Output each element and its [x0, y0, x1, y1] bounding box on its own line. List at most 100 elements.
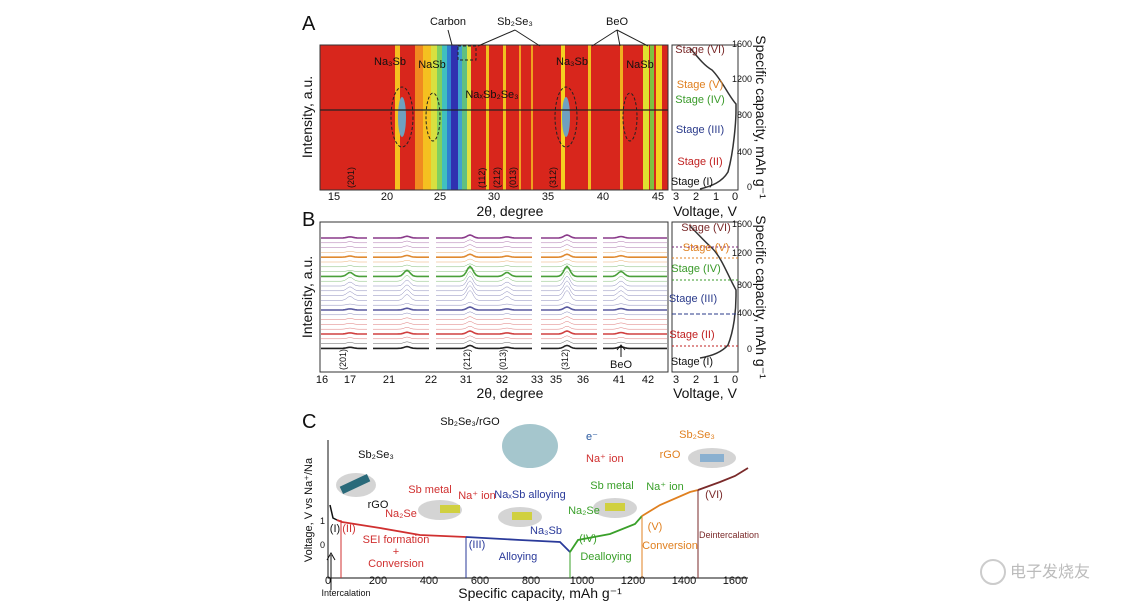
xrd-line [321, 332, 367, 335]
curve-i [329, 504, 338, 521]
label: Na⁺ ion [646, 481, 684, 493]
process: Conversion [642, 540, 698, 552]
xrd-line [321, 270, 367, 272]
xrd-line [436, 335, 532, 340]
xrd-line [436, 321, 532, 325]
xrd-line [436, 253, 532, 258]
xrd-line [321, 296, 367, 301]
heatmap [320, 45, 668, 190]
xrd-line [603, 307, 667, 311]
voltage-label: Voltage, V [673, 385, 737, 401]
xrd-line [373, 341, 429, 344]
xrd-line [321, 241, 367, 244]
xrd-line [603, 250, 667, 253]
heat-spot [562, 97, 570, 137]
xrd-line [373, 250, 429, 253]
frame [319, 44, 669, 191]
process: Deintercalation [699, 530, 759, 540]
y-label: Intensity, a.u. [299, 256, 315, 338]
y-tick-label: 0 [747, 344, 752, 354]
heat-stripe [519, 45, 521, 190]
x-tick-label: 22 [425, 374, 437, 386]
x-label: 2θ, degree [477, 203, 544, 219]
x-tick-label: 33 [531, 374, 543, 386]
ellipse [390, 86, 414, 148]
xrd-line [436, 344, 532, 350]
xrd-line [321, 342, 367, 344]
heat-stripe [415, 45, 423, 190]
xrd-line [541, 325, 597, 330]
miller-index: (013) [508, 167, 518, 188]
label: Na⁺ ion [586, 453, 624, 465]
crystal [700, 454, 724, 462]
curve-vi [697, 467, 749, 491]
xrd-line [541, 340, 597, 344]
xrd-line [541, 344, 597, 350]
miller-index: (212) [462, 349, 472, 370]
stage: Stage (I) [671, 356, 713, 368]
label: Na₂Se [385, 508, 417, 520]
process: Alloying [499, 551, 538, 563]
capacity-label: Specific capacity, mAh g⁻¹ [753, 35, 769, 199]
xrd-line [541, 275, 597, 287]
xrd-line [436, 268, 532, 272]
annotation: BeO [610, 359, 632, 371]
y-label: Intensity, a.u. [299, 76, 315, 158]
xrd-line [436, 270, 532, 282]
annotation: NaₓSb₂Se₃ [465, 89, 518, 101]
y-tick-label: 0 [747, 182, 752, 192]
xrd-line [373, 322, 429, 325]
stage: (I) [330, 523, 340, 535]
x-tick-label: 1600 [723, 575, 747, 587]
xrd-line [541, 258, 597, 263]
xrd-line [541, 316, 597, 320]
xrd-line [373, 259, 429, 263]
title: Sb₂Se₃/rGO [440, 416, 500, 428]
xrd-line [436, 234, 532, 239]
arrow [616, 344, 626, 357]
miller-index: (212) [492, 167, 502, 188]
xrd-line [436, 265, 532, 278]
layout [319, 29, 1006, 590]
heat-stripe [503, 45, 506, 190]
stage: Stage (VI) [681, 222, 731, 234]
xrd-line [321, 281, 367, 287]
xrd-line [436, 275, 532, 287]
voltage-curve [689, 47, 737, 190]
x-tick-label: 30 [488, 191, 500, 203]
x-tick-label: 36 [577, 374, 589, 386]
x-tick-label: 1 [713, 191, 719, 203]
label: Sb₂Se₃ [679, 429, 715, 441]
stage: Stage (III) [669, 293, 717, 305]
panel-label: A [302, 13, 316, 35]
xrd-line [321, 260, 367, 263]
panel-label: C [302, 411, 316, 433]
axes [327, 440, 748, 579]
xrd-line [436, 263, 532, 268]
xrd-line [541, 270, 597, 282]
xrd-line [541, 239, 597, 244]
label: Na⁺ ion [458, 490, 496, 502]
heat-stripe [531, 45, 533, 190]
x-tick-label: 40 [597, 191, 609, 203]
xrd-line [541, 244, 597, 248]
stage: Stage (I) [671, 176, 713, 188]
x-tick-label: 15 [328, 191, 340, 203]
xrd-line [373, 264, 429, 268]
stage: Stage (II) [677, 156, 722, 168]
process: SEI formation [363, 534, 430, 546]
watermark: 电子发烧友 [1010, 563, 1090, 581]
heat-stripe [643, 45, 649, 190]
xrd-line [603, 337, 667, 340]
process: Dealloying [580, 551, 631, 563]
xrd-line [321, 265, 367, 268]
xrd-line [321, 255, 367, 258]
curve-v [641, 489, 699, 517]
xrd-line [603, 317, 667, 320]
label: rGO [660, 449, 681, 461]
crystal [440, 505, 460, 513]
xrd-line [436, 316, 532, 320]
x-tick-label: 0 [732, 191, 738, 203]
stage: Stage (III) [676, 124, 724, 136]
crystal [339, 474, 371, 494]
